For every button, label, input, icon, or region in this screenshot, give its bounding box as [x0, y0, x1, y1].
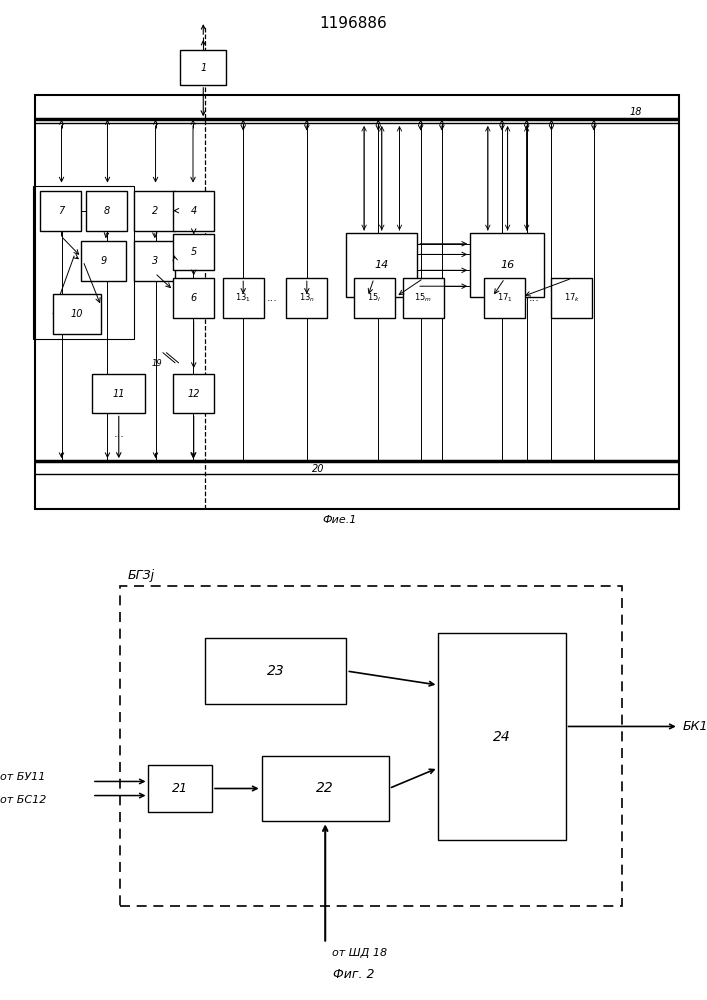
Text: Фиг. 2: Фиг. 2 — [333, 968, 374, 981]
Bar — [40, 191, 81, 231]
Bar — [180, 50, 226, 85]
Bar — [223, 278, 264, 318]
Text: 22: 22 — [316, 782, 334, 796]
Bar — [173, 234, 214, 270]
Bar — [470, 233, 544, 297]
Bar — [354, 278, 395, 318]
Bar — [148, 765, 212, 812]
Text: 16: 16 — [500, 260, 515, 270]
Text: ...: ... — [267, 293, 278, 303]
Bar — [484, 278, 525, 318]
Text: 8: 8 — [104, 206, 110, 216]
Text: 12: 12 — [187, 389, 200, 399]
Text: от БС12: от БС12 — [0, 795, 47, 805]
Text: $15_l$: $15_l$ — [367, 292, 381, 304]
Bar — [120, 586, 622, 906]
Bar — [262, 756, 389, 821]
Text: от БУ11: от БУ11 — [0, 772, 45, 782]
Text: ...: ... — [528, 293, 539, 303]
Bar — [551, 278, 592, 318]
Text: $13_n$: $13_n$ — [299, 292, 315, 304]
Bar — [81, 241, 126, 281]
Bar — [403, 278, 444, 318]
Text: 1: 1 — [200, 63, 206, 73]
Bar — [134, 241, 175, 281]
Text: 2: 2 — [152, 206, 158, 216]
Bar — [173, 278, 214, 318]
Text: 1196886: 1196886 — [320, 16, 387, 31]
Text: 7: 7 — [58, 206, 64, 216]
Bar — [53, 294, 101, 334]
Text: 18: 18 — [629, 107, 642, 117]
Text: Фие.1: Фие.1 — [322, 515, 356, 525]
Bar — [86, 191, 127, 231]
Text: ...: ... — [113, 429, 124, 439]
Text: БК14: БК14 — [682, 720, 707, 733]
Bar — [173, 191, 214, 231]
Bar — [134, 191, 175, 231]
Bar — [346, 233, 417, 297]
Text: БГЗj: БГЗj — [127, 569, 154, 582]
Text: 10: 10 — [71, 309, 83, 319]
Text: 11: 11 — [112, 389, 124, 399]
Text: от ШД 18: от ШД 18 — [332, 948, 387, 958]
Bar — [438, 633, 566, 840]
Text: $15_m$: $15_m$ — [414, 292, 433, 304]
Bar — [33, 186, 134, 339]
Bar — [286, 278, 327, 318]
Text: 3: 3 — [152, 256, 158, 266]
Text: 5: 5 — [191, 247, 197, 257]
Text: 24: 24 — [493, 730, 511, 744]
Text: $17_k$: $17_k$ — [563, 292, 580, 304]
Text: 9: 9 — [100, 256, 107, 266]
Text: $17_1$: $17_1$ — [497, 292, 513, 304]
Bar — [35, 95, 679, 509]
Text: 20: 20 — [312, 464, 325, 474]
Text: 19: 19 — [152, 359, 163, 368]
Bar — [92, 374, 145, 413]
Text: $13_1$: $13_1$ — [235, 292, 251, 304]
Bar — [173, 374, 214, 413]
Text: 21: 21 — [173, 782, 188, 795]
Text: 23: 23 — [267, 664, 285, 678]
Bar — [205, 638, 346, 704]
Text: 4: 4 — [191, 206, 197, 216]
Text: 14: 14 — [375, 260, 389, 270]
Text: 6: 6 — [191, 293, 197, 303]
